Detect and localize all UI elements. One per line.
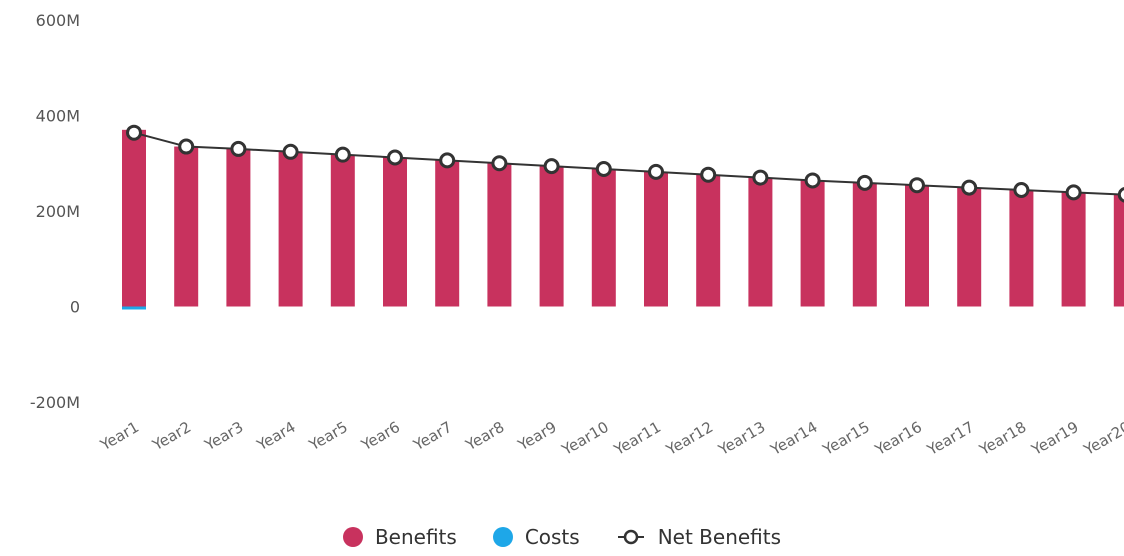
x-tick-label: Year4 (253, 418, 299, 455)
bars (122, 129, 1124, 310)
net-benefits-point (178, 138, 195, 155)
net-benefits-point (230, 140, 247, 157)
y-tick-label: -200M (30, 393, 80, 412)
benefits-bar (852, 182, 877, 307)
benefits-bar (1061, 192, 1086, 307)
legend-label-net-benefits: Net Benefits (657, 525, 782, 549)
net-benefits-point (700, 166, 717, 183)
net-benefits-point (282, 143, 299, 160)
net-benefits-point (439, 152, 456, 169)
net-benefits-point (1117, 186, 1124, 203)
benefits-bar (591, 168, 616, 307)
x-tick-label: Year12 (662, 418, 716, 460)
x-tick-label: Year14 (767, 418, 821, 460)
net-benefits-point (1013, 181, 1030, 198)
net-benefits-point (909, 177, 925, 194)
x-tick-label: Year10 (558, 418, 612, 460)
net-benefits-point (491, 155, 508, 172)
x-tick-label: Year17 (923, 418, 977, 460)
y-tick-label: 400M (36, 107, 80, 126)
benefits-bar (278, 151, 303, 307)
legend-item-net-benefits[interactable]: Net Benefits (616, 525, 781, 549)
net-benefits-line (126, 124, 1124, 203)
net-benefits-point (752, 169, 769, 186)
x-tick-label: Year11 (610, 418, 664, 460)
x-tick-label: Year2 (149, 418, 195, 455)
x-tick-label: Year1 (96, 418, 142, 455)
net-benefits-point (1065, 184, 1082, 201)
x-tick-label: Year3 (201, 418, 247, 455)
net-benefits-point (387, 149, 403, 166)
x-tick-label: Year18 (975, 418, 1029, 460)
y-tick-label: 200M (36, 202, 80, 221)
benefits-bar (644, 171, 668, 307)
net-benefits-point (126, 124, 142, 141)
x-tick-label: Year15 (819, 418, 873, 460)
legend-label-benefits: Benefits (374, 525, 457, 549)
net-benefits-point (595, 160, 612, 177)
x-tick-label: Year13 (714, 418, 768, 460)
x-tick-label: Year8 (462, 418, 508, 455)
net-benefits-path (133, 131, 1124, 196)
benefits-bar (957, 187, 982, 307)
benefits-bar (539, 166, 564, 307)
net-benefits-point (804, 172, 821, 189)
benefits-bar (122, 129, 146, 307)
legend-item-benefits[interactable]: Benefits (342, 525, 457, 549)
benefits-bar (696, 174, 721, 307)
net-benefits-marker-icon (617, 529, 644, 545)
net-benefits-point (856, 174, 873, 191)
benefits-bar (330, 154, 355, 307)
x-tick-label: Year20 (1080, 418, 1124, 460)
y-tick-label: 0 (70, 298, 80, 317)
net-benefits-point (334, 146, 351, 163)
legend-item-costs[interactable]: Costs (492, 525, 580, 549)
benefits-swatch (342, 527, 363, 547)
benefits-bar (905, 185, 929, 307)
benefits-bar (748, 177, 773, 307)
x-axis: Year1 Year2 Year3 Year4 Year5 Year6 Year7 Year8… (96, 418, 1124, 460)
legend: Benefits Costs Net Benefits (0, 522, 1124, 552)
benefits-bar (800, 180, 825, 307)
benefits-bar (487, 163, 512, 307)
net-benefits-point (961, 179, 978, 196)
x-tick-label: Year5 (305, 418, 351, 455)
x-tick-label: Year19 (1028, 418, 1082, 460)
costs-swatch (492, 527, 513, 547)
benefits-bar (435, 160, 460, 307)
x-tick-label: Year16 (871, 418, 925, 460)
x-tick-label: Year7 (410, 418, 456, 455)
y-axis: 600M 400M 200M 0 -200M (30, 11, 80, 412)
benefits-bar (1009, 189, 1034, 307)
benefits-bar (1113, 194, 1124, 307)
net-benefits-point (543, 158, 560, 175)
y-tick-label: 600M (36, 11, 80, 30)
costs-bar (122, 306, 146, 310)
x-tick-label: Year6 (357, 418, 403, 455)
legend-label-costs: Costs (524, 525, 580, 549)
x-tick-label: Year9 (514, 418, 560, 455)
benefits-bar (383, 157, 407, 307)
benefits-bar (174, 146, 199, 307)
benefits-bar (226, 148, 251, 307)
net-benefits-point (648, 163, 664, 180)
